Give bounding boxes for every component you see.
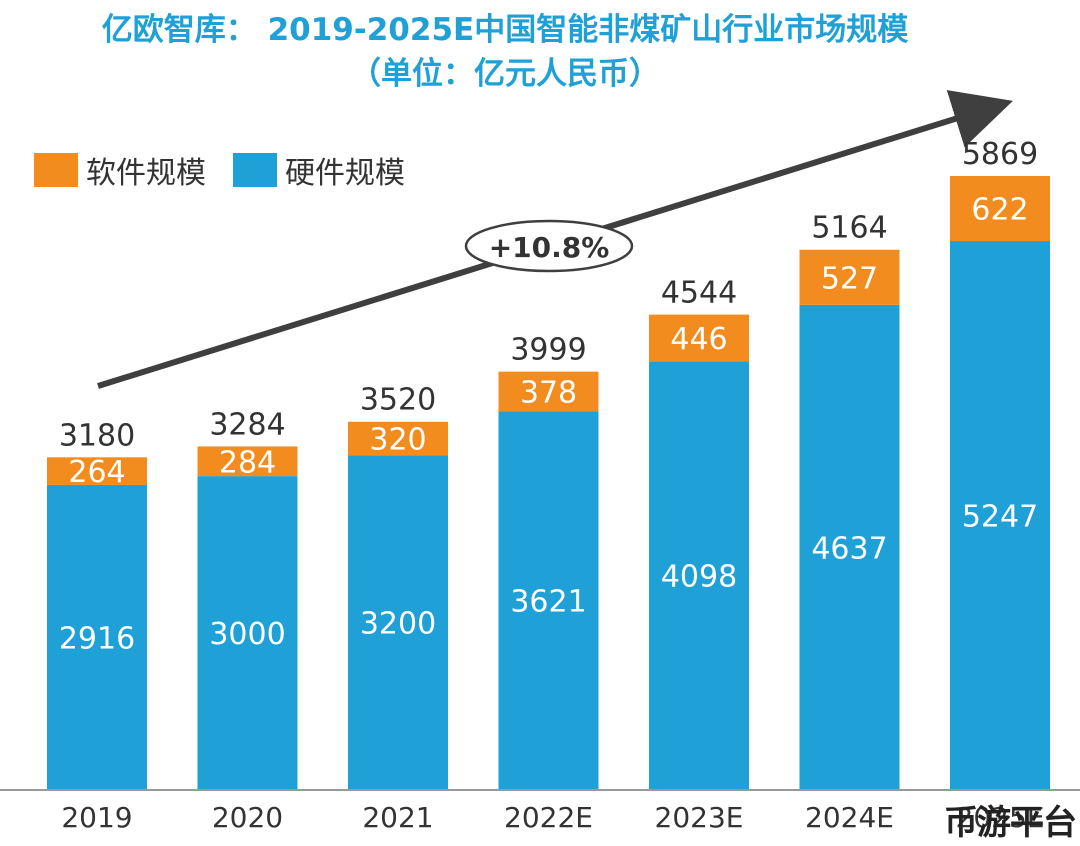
data-label-hardware: 2916 xyxy=(59,621,135,656)
data-label-total: 3999 xyxy=(510,333,586,368)
data-label-software: 264 xyxy=(68,455,125,490)
data-label-software: 446 xyxy=(670,322,727,357)
bar-hardware xyxy=(799,304,900,790)
data-label-hardware: 4637 xyxy=(811,531,887,566)
chart-title: 亿欧智库： 2019-2025E中国智能非煤矿山行业市场规模 xyxy=(101,12,909,48)
bar-hardware xyxy=(950,241,1050,791)
chart-unit-subtitle: （单位：亿元人民币） xyxy=(350,56,660,92)
legend: 软件规模 硬件规模 xyxy=(34,153,405,191)
legend-swatch-hardware xyxy=(233,153,277,187)
x-tick-label: 2024E xyxy=(805,801,894,834)
data-label-total: 3284 xyxy=(209,407,285,442)
data-label-total: 5164 xyxy=(811,211,887,246)
legend-label-hardware: 硬件规模 xyxy=(285,156,405,191)
x-tick-label: 2023E xyxy=(655,801,744,834)
x-tick-label: 2019 xyxy=(61,801,132,834)
bar-hardware xyxy=(348,455,448,790)
data-label-total: 5869 xyxy=(962,137,1038,172)
growth-rate-badge xyxy=(464,219,634,273)
bar-software xyxy=(348,421,448,456)
watermark: 币游平台 xyxy=(944,803,1077,843)
growth-rate-label: +10.8% xyxy=(489,231,610,264)
x-tick-label: 2025E xyxy=(956,801,1045,834)
data-label-hardware: 3000 xyxy=(209,617,285,652)
data-label-total: 3520 xyxy=(360,383,436,418)
bar-hardware xyxy=(498,411,599,790)
legend-label-software: 软件规模 xyxy=(86,156,206,191)
bar-hardware xyxy=(649,361,749,790)
x-tick-label: 2022E xyxy=(504,801,593,834)
data-label-hardware: 5247 xyxy=(962,500,1038,535)
bar-software xyxy=(649,314,749,362)
legend-swatch-software xyxy=(34,153,78,187)
x-tick-label: 2021 xyxy=(362,801,433,834)
bar-hardware xyxy=(47,484,147,790)
data-label-hardware: 4098 xyxy=(661,560,737,595)
data-label-software: 527 xyxy=(821,261,878,296)
bar-software xyxy=(950,175,1050,242)
data-label-software: 378 xyxy=(520,375,577,410)
data-label-total: 4544 xyxy=(661,276,737,311)
x-tick-label: 2020 xyxy=(212,801,283,834)
bar-software xyxy=(47,457,147,485)
bar-software xyxy=(799,249,900,305)
data-label-hardware: 3200 xyxy=(360,607,436,642)
data-label-software: 622 xyxy=(971,193,1028,228)
data-label-total: 3180 xyxy=(59,418,135,453)
data-label-software: 320 xyxy=(369,422,426,457)
data-label-software: 284 xyxy=(219,445,276,480)
data-label-hardware: 3621 xyxy=(510,585,586,620)
bar-software xyxy=(197,446,298,477)
bar-hardware xyxy=(197,476,298,790)
bar-software xyxy=(498,371,599,412)
